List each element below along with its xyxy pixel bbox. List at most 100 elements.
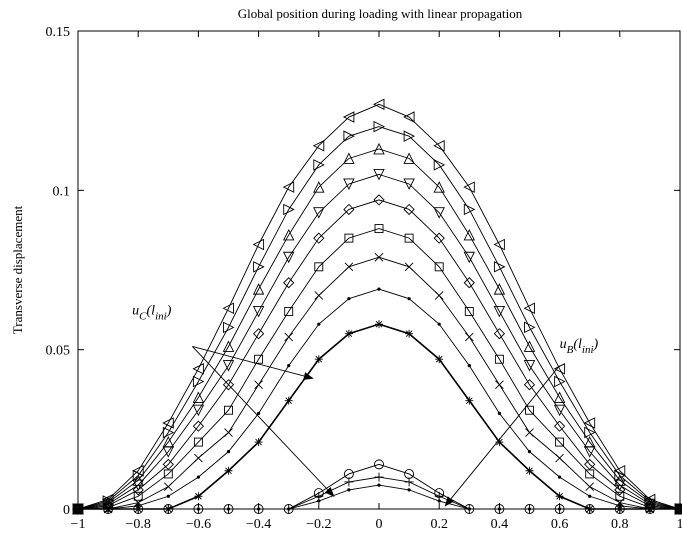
data-point xyxy=(196,475,200,479)
data-point xyxy=(132,479,144,492)
data-point xyxy=(347,297,351,301)
data-point xyxy=(584,458,596,471)
data-point xyxy=(615,491,625,501)
data-point xyxy=(437,499,441,503)
data-point xyxy=(583,417,596,429)
plot-content xyxy=(71,98,682,516)
data-point xyxy=(523,379,536,391)
annotations: uC(lini) uB(lini) xyxy=(132,304,599,507)
data-point xyxy=(284,396,293,405)
data-point xyxy=(584,426,596,439)
data-point xyxy=(343,178,355,190)
y-tick-label: 0.1 xyxy=(53,184,71,199)
data-point xyxy=(374,252,384,262)
data-point xyxy=(463,203,476,216)
data-point xyxy=(525,466,534,475)
data-point xyxy=(374,224,384,234)
data-point xyxy=(284,332,294,342)
annotation-arrow xyxy=(444,365,560,507)
data-point xyxy=(344,262,354,272)
data-point xyxy=(194,453,203,463)
annotation-label: uC(lini) xyxy=(132,304,172,323)
data-point xyxy=(224,428,233,437)
data-point xyxy=(555,437,565,447)
data-point xyxy=(252,238,265,251)
x-tick-label: 1 xyxy=(677,517,682,532)
data-point xyxy=(192,404,205,417)
y-tick-label: 0 xyxy=(63,503,70,518)
data-point xyxy=(252,305,265,318)
data-point xyxy=(192,375,205,388)
data-point xyxy=(224,405,233,415)
data-point xyxy=(525,428,534,437)
data-point xyxy=(527,450,532,454)
data-point xyxy=(192,363,204,375)
data-point xyxy=(404,233,414,243)
data-point xyxy=(282,228,295,241)
data-point xyxy=(282,251,295,264)
data-point xyxy=(287,364,291,368)
data-point xyxy=(404,262,414,272)
series-line xyxy=(77,103,681,510)
data-point xyxy=(313,232,325,244)
data-point xyxy=(313,159,325,171)
y-tick-label: 0.15 xyxy=(46,25,71,40)
data-point xyxy=(314,291,324,300)
data-point xyxy=(463,251,476,264)
data-point xyxy=(674,503,682,515)
data-point xyxy=(433,207,445,219)
data-point xyxy=(555,453,564,463)
series-0 xyxy=(71,98,682,515)
data-point xyxy=(343,152,355,164)
data-point xyxy=(403,111,415,123)
x-tick-label: 0.2 xyxy=(430,517,448,532)
data-point xyxy=(493,328,506,340)
data-point xyxy=(342,111,355,123)
annotation-arrow xyxy=(192,346,314,380)
series-6 xyxy=(73,252,682,514)
data-point xyxy=(343,130,355,142)
data-point xyxy=(463,228,476,241)
data-point xyxy=(224,466,233,475)
x-tick-label: 0.4 xyxy=(491,517,509,532)
data-point xyxy=(495,438,504,447)
data-point xyxy=(226,450,231,454)
x-tick-label: −1 xyxy=(71,517,86,532)
data-point xyxy=(223,321,235,334)
data-point xyxy=(403,130,416,142)
data-point xyxy=(464,306,474,316)
data-point xyxy=(405,329,414,338)
x-tick-label: 0 xyxy=(376,517,383,532)
data-point xyxy=(433,232,445,244)
data-point xyxy=(222,379,235,391)
data-point xyxy=(252,283,265,295)
data-point xyxy=(373,194,385,206)
data-point xyxy=(585,469,595,479)
data-point xyxy=(222,302,234,314)
data-point xyxy=(194,492,203,501)
data-point xyxy=(614,479,626,492)
data-point xyxy=(404,477,414,487)
data-point xyxy=(463,277,475,289)
data-point xyxy=(494,354,504,364)
data-point xyxy=(313,181,325,193)
data-point xyxy=(222,360,235,372)
data-point xyxy=(558,475,562,479)
series-line xyxy=(77,228,681,510)
x-tick-label: 0.6 xyxy=(551,517,569,532)
data-point xyxy=(192,420,205,432)
data-point xyxy=(434,291,444,300)
data-point xyxy=(493,261,506,273)
annotation-label: uB(lini) xyxy=(560,337,599,356)
data-point xyxy=(283,203,295,216)
data-point xyxy=(373,168,385,181)
data-point xyxy=(374,459,384,470)
data-point xyxy=(343,203,355,216)
annotation-arrow xyxy=(192,346,335,497)
data-point xyxy=(493,305,506,318)
series-line xyxy=(77,148,681,510)
data-point xyxy=(465,396,474,405)
data-point xyxy=(407,488,411,492)
data-point xyxy=(72,503,84,515)
y-tick-label: 0.05 xyxy=(46,344,71,359)
